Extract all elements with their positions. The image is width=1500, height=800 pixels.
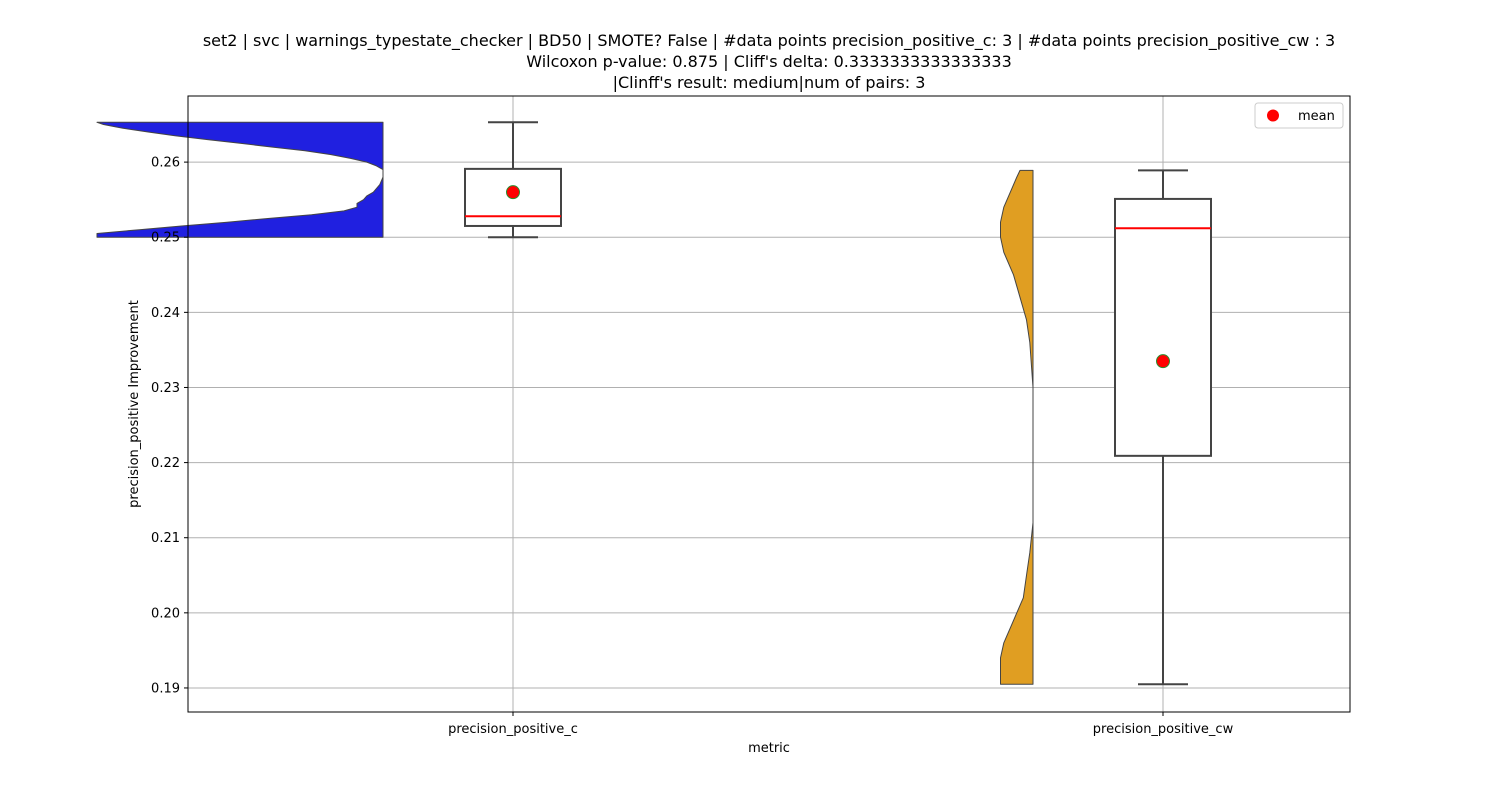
violin-precision_positive_c (96, 121, 384, 238)
title-line-2: Wilcoxon p-value: 0.875 | Cliff's delta:… (526, 52, 1012, 71)
y-tick-label: 0.19 (151, 681, 180, 696)
title-line-3: |Clinff's result: medium|num of pairs: 3 (613, 73, 926, 92)
violin-precision_positive_cw (1000, 169, 1034, 685)
y-axis-ticks: 0.19 0.20 0.21 0.22 0.23 0.24 0.25 0.26 (151, 156, 188, 696)
plot-frame (187, 95, 1351, 713)
boxplot-precision_positive_c (464, 121, 562, 239)
y-tick-label: 0.20 (151, 606, 180, 621)
x-tick-label: precision_positive_cw (1093, 722, 1234, 737)
y-tick-label: 0.24 (151, 306, 180, 321)
y-tick-label: 0.25 (151, 231, 180, 246)
legend-mean-label: mean (1298, 109, 1335, 124)
y-tick-label: 0.21 (151, 531, 180, 546)
y-axis-label: precision_positive Improvement (127, 300, 142, 508)
legend-mean-marker (1267, 109, 1279, 122)
mean-marker (506, 185, 520, 200)
x-axis-ticks: precision_positive_c precision_positive_c… (448, 712, 1234, 737)
legend-box (1254, 102, 1344, 129)
y-tick-label: 0.23 (151, 381, 180, 396)
violins (96, 121, 1034, 685)
mean-marker (1156, 354, 1170, 369)
boxplot-precision_positive_cw (1114, 169, 1212, 686)
x-tick-label: precision_positive_c (448, 722, 578, 737)
legend: mean (1254, 102, 1344, 129)
boxplots (464, 121, 1212, 686)
x-axis-label: metric (748, 741, 790, 756)
iqr-box (1114, 197, 1212, 457)
y-tick-label: 0.26 (151, 156, 180, 171)
y-tick-label: 0.22 (151, 456, 180, 471)
chart-title: set2 | svc | warnings_typestate_checker … (203, 31, 1335, 92)
title-line-1: set2 | svc | warnings_typestate_checker … (203, 31, 1335, 51)
